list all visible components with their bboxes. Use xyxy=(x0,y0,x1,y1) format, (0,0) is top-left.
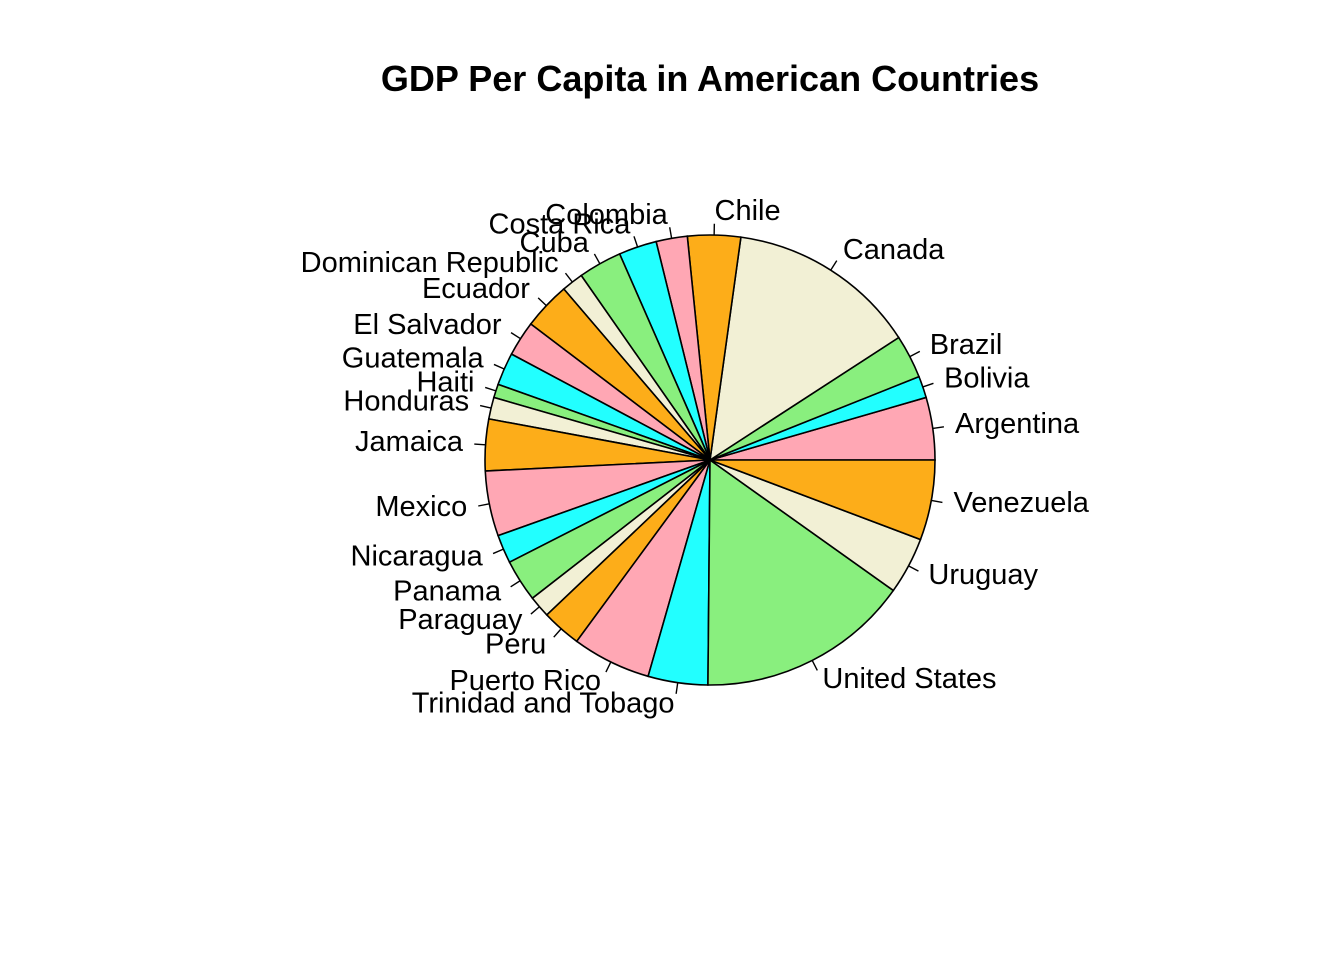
pie-label-haiti: Haiti xyxy=(416,367,474,399)
pie-label-chile: Chile xyxy=(715,195,781,227)
pie-label-el-salvador: El Salvador xyxy=(353,309,502,341)
pie-tick-panama xyxy=(510,580,521,588)
pie-tick-peru xyxy=(553,628,562,638)
pie-label-nicaragua: Nicaragua xyxy=(351,541,484,573)
pie-label-argentina: Argentina xyxy=(955,408,1080,440)
pie-tick-el-salvador xyxy=(510,332,521,340)
pie-label-panama: Panama xyxy=(393,575,502,607)
pie-label-mexico: Mexico xyxy=(375,491,467,523)
pie-label-canada: Canada xyxy=(843,234,945,266)
pie-label-honduras: Honduras xyxy=(343,386,469,418)
pie-tick-guatemala xyxy=(493,363,505,370)
pie-tick-canada xyxy=(830,260,838,271)
pie-label-dominican-republic: Dominican Republic xyxy=(301,247,559,279)
pie-tick-colombia xyxy=(669,227,673,239)
chart-title: GDP Per Capita in American Countries xyxy=(380,58,1040,99)
pie-tick-paraguay xyxy=(530,606,540,615)
pie-label-costa-rica: Costa Rica xyxy=(489,208,632,240)
pie-label-colombia: Colombia xyxy=(545,199,668,231)
pie-label-bolivia: Bolivia xyxy=(944,362,1030,394)
pie-label-ecuador: Ecuador xyxy=(422,273,530,305)
pie-label-ticks xyxy=(474,223,945,694)
pie-tick-ecuador xyxy=(537,297,547,307)
pie-slice-united-states xyxy=(707,458,895,686)
pie-label-trinidad-and-tobago: Trinidad and Tobago xyxy=(412,688,675,720)
pie-tick-trinidad-and-tobago xyxy=(675,682,679,694)
pie-tick-nicaragua xyxy=(492,548,504,555)
pie-label-guatemala: Guatemala xyxy=(342,343,485,375)
pie-tick-united-states xyxy=(811,660,818,671)
pie-tick-bolivia xyxy=(922,382,934,388)
pie-tick-venezuela xyxy=(931,499,943,504)
pie-tick-costa-rica xyxy=(633,236,639,248)
pie-label-jamaica: Jamaica xyxy=(355,426,464,458)
pie-label-venezuela: Venezuela xyxy=(953,487,1089,519)
pie-tick-jamaica xyxy=(474,443,486,446)
pie-tick-mexico xyxy=(478,503,490,507)
pie-label-united-states: United States xyxy=(822,663,996,695)
pie-tick-haiti xyxy=(484,386,497,392)
pie-label-paraguay: Paraguay xyxy=(398,604,523,636)
pie-label-peru: Peru xyxy=(485,628,546,660)
pie-tick-cuba xyxy=(593,253,601,265)
pie-tick-dominican-republic xyxy=(564,272,573,283)
pie-slice-venezuela xyxy=(709,459,936,541)
pie-tick-honduras xyxy=(479,404,492,409)
pie-label-cuba: Cuba xyxy=(520,227,590,259)
pie-label-puerto-rico: Puerto Rico xyxy=(449,665,601,697)
pie-label-brazil: Brazil xyxy=(930,329,1003,361)
pie-slices xyxy=(484,234,936,686)
pie-tick-argentina xyxy=(932,426,945,430)
pie-slice-canada xyxy=(708,236,900,462)
pie-tick-uruguay xyxy=(908,565,919,572)
pie-tick-puerto-rico xyxy=(605,661,612,673)
pie-label-uruguay: Uruguay xyxy=(928,559,1038,591)
pie-tick-brazil xyxy=(909,350,921,358)
